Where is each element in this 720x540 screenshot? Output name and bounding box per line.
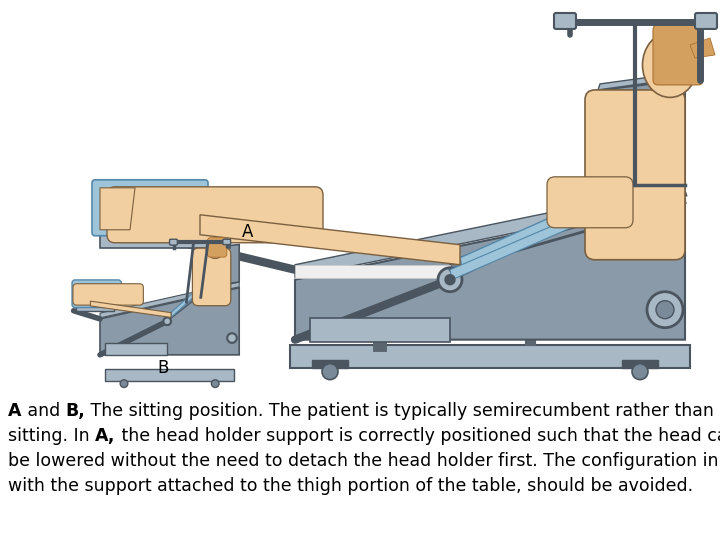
Polygon shape bbox=[76, 303, 114, 310]
Polygon shape bbox=[622, 360, 658, 368]
Polygon shape bbox=[100, 288, 239, 355]
FancyBboxPatch shape bbox=[547, 177, 633, 228]
Polygon shape bbox=[295, 265, 450, 278]
Polygon shape bbox=[100, 188, 135, 230]
FancyBboxPatch shape bbox=[554, 13, 576, 29]
Polygon shape bbox=[171, 288, 200, 316]
Polygon shape bbox=[200, 215, 460, 265]
Circle shape bbox=[647, 292, 683, 328]
Circle shape bbox=[656, 301, 674, 319]
Text: be lowered without the need to detach the head holder first. The configuration i: be lowered without the need to detach th… bbox=[8, 452, 720, 470]
FancyBboxPatch shape bbox=[170, 239, 177, 245]
Polygon shape bbox=[295, 185, 685, 278]
Polygon shape bbox=[105, 369, 235, 381]
Polygon shape bbox=[290, 345, 690, 368]
Polygon shape bbox=[95, 185, 205, 230]
FancyBboxPatch shape bbox=[107, 187, 323, 243]
Text: A: A bbox=[8, 402, 22, 420]
Polygon shape bbox=[450, 198, 600, 278]
Text: The sitting position. The patient is typically semirecumbent rather than: The sitting position. The patient is typ… bbox=[85, 402, 714, 420]
Text: A,: A, bbox=[95, 427, 115, 445]
FancyBboxPatch shape bbox=[72, 280, 121, 307]
FancyBboxPatch shape bbox=[192, 248, 231, 306]
Text: A: A bbox=[243, 223, 253, 241]
FancyBboxPatch shape bbox=[695, 13, 717, 29]
Polygon shape bbox=[460, 200, 595, 268]
Polygon shape bbox=[450, 210, 594, 280]
FancyBboxPatch shape bbox=[585, 90, 685, 260]
Polygon shape bbox=[690, 38, 715, 58]
Text: the head holder support is correctly positioned such that the head can: the head holder support is correctly pos… bbox=[115, 427, 720, 445]
Ellipse shape bbox=[206, 238, 225, 259]
Text: B,: B, bbox=[66, 402, 85, 420]
Polygon shape bbox=[100, 228, 230, 248]
FancyBboxPatch shape bbox=[223, 239, 230, 245]
Circle shape bbox=[632, 363, 648, 380]
Text: sitting. In: sitting. In bbox=[8, 427, 95, 445]
Polygon shape bbox=[167, 290, 201, 321]
Polygon shape bbox=[91, 301, 171, 318]
Polygon shape bbox=[598, 72, 688, 90]
Polygon shape bbox=[201, 245, 239, 288]
Polygon shape bbox=[600, 80, 685, 198]
Circle shape bbox=[212, 380, 219, 388]
Text: and: and bbox=[22, 402, 66, 420]
Circle shape bbox=[322, 363, 338, 380]
Polygon shape bbox=[105, 343, 167, 355]
Circle shape bbox=[120, 380, 128, 388]
Circle shape bbox=[438, 268, 462, 292]
Text: with the support attached to the thigh portion of the table, should be avoided.: with the support attached to the thigh p… bbox=[8, 477, 693, 495]
Text: B: B bbox=[157, 359, 168, 376]
FancyBboxPatch shape bbox=[653, 25, 703, 85]
FancyBboxPatch shape bbox=[207, 238, 227, 257]
Polygon shape bbox=[100, 282, 239, 318]
Polygon shape bbox=[295, 200, 685, 340]
Circle shape bbox=[445, 275, 455, 285]
FancyBboxPatch shape bbox=[92, 180, 208, 236]
FancyBboxPatch shape bbox=[73, 284, 143, 305]
Circle shape bbox=[163, 318, 171, 325]
Polygon shape bbox=[310, 318, 450, 342]
Polygon shape bbox=[312, 360, 348, 368]
Ellipse shape bbox=[642, 32, 698, 97]
Circle shape bbox=[228, 333, 237, 343]
